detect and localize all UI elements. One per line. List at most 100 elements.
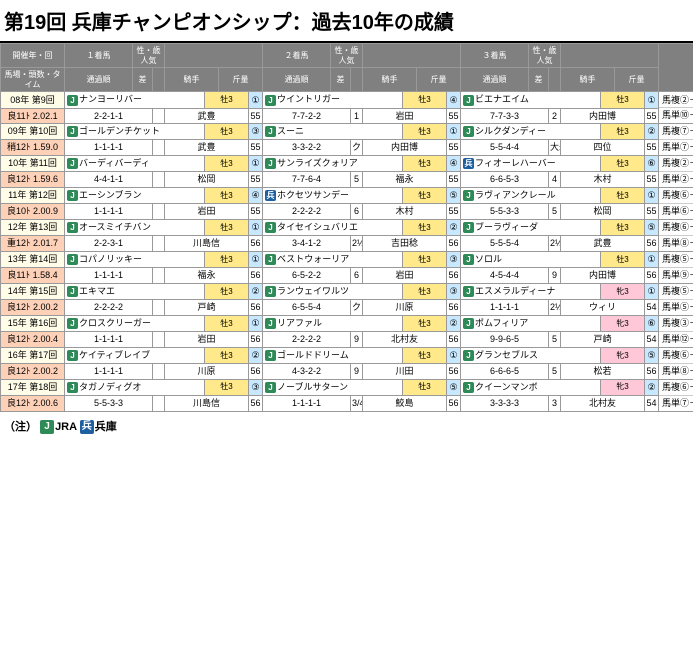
horse-name: 兵ホクセツサンデー bbox=[263, 188, 403, 204]
horse-name: Jリアファル bbox=[263, 315, 403, 331]
race-cond: 重12ﾄ 2.01.7 bbox=[1, 236, 65, 252]
assoc-badge-icon: J bbox=[67, 286, 78, 297]
popularity: ③ bbox=[447, 251, 461, 267]
payout: 馬複③－⑫180円3複①③⑫890円馬単⑫－③270円3単⑫③①1930円 bbox=[659, 315, 693, 347]
legend-note: （注） bbox=[4, 421, 37, 433]
assoc-badge-icon: J bbox=[265, 286, 276, 297]
assoc-badge-icon: J bbox=[265, 350, 276, 361]
horse-name: Jベストウォーリア bbox=[263, 251, 403, 267]
margin: 4 bbox=[549, 172, 561, 188]
horse-name: Jラヴィアンクレール bbox=[461, 188, 601, 204]
weight: 56 bbox=[447, 395, 461, 411]
sex-age: 牡3 bbox=[403, 379, 447, 395]
assoc-badge-icon: 兵 bbox=[265, 190, 276, 201]
horse-name: Jシルクダンディー bbox=[461, 124, 601, 140]
margin bbox=[153, 300, 165, 316]
horse-name: Jコパノリッキー bbox=[65, 251, 205, 267]
margin: 2½ bbox=[351, 236, 363, 252]
horse-name: Jブーラヴィーダ bbox=[461, 220, 601, 236]
popularity: ⑤ bbox=[645, 220, 659, 236]
hdr-race-2: 馬場・頭数・タイム bbox=[1, 68, 65, 92]
sex-age: 牡3 bbox=[205, 283, 249, 299]
horse-name: Jゴールデンチケット bbox=[65, 124, 205, 140]
popularity: ⑤ bbox=[447, 188, 461, 204]
table-row: 良11ﾄ 2.02.12-2-1-1武豊557-7-2-21岩田557-7-3-… bbox=[1, 108, 693, 124]
margin: 5 bbox=[549, 204, 561, 220]
passing-order: 1-1-1-1 bbox=[65, 331, 153, 347]
jockey: 北村友 bbox=[561, 395, 645, 411]
race-cond: 良12ﾄ 2.00.6 bbox=[1, 395, 65, 411]
jockey: 木村 bbox=[561, 172, 645, 188]
jockey: 松岡 bbox=[561, 204, 645, 220]
horse-name: Jクイーンマンボ bbox=[461, 379, 601, 395]
margin bbox=[153, 363, 165, 379]
weight: 56 bbox=[249, 363, 263, 379]
passing-order: 9-9-6-5 bbox=[461, 331, 549, 347]
passing-order: 7-7-2-2 bbox=[263, 108, 351, 124]
passing-order: 3-3-2-2 bbox=[263, 140, 351, 156]
passing-order: 5-5-3-3 bbox=[65, 395, 153, 411]
jra-badge-icon: J bbox=[40, 420, 54, 434]
sex-age: 牡3 bbox=[403, 347, 447, 363]
payout: 馬複⑥－⑧250円3複④⑥⑧500円馬単⑧－⑥420円3単⑧⑥④1290円 bbox=[659, 220, 693, 252]
passing-order: 6-6-5-3 bbox=[461, 172, 549, 188]
margin: 6 bbox=[351, 204, 363, 220]
horse-name: Jオースミイチバン bbox=[65, 220, 205, 236]
table-row: 17年 第18回Jタガノディグオ牡3③Jノーブルサターン牡3⑤Jクイーンマンボ牝… bbox=[1, 379, 693, 395]
sex-age: 牡3 bbox=[205, 220, 249, 236]
popularity: ④ bbox=[447, 92, 461, 108]
popularity: ① bbox=[645, 251, 659, 267]
horse-name: Jバーディバーディ bbox=[65, 156, 205, 172]
passing-order: 6-6-6-5 bbox=[461, 363, 549, 379]
results-table: 開催年・回 １着馬 性・歳 人気 ２着馬 性・歳 人気 ３着馬 性・歳 人気 配… bbox=[0, 43, 693, 412]
passing-order: 4-4-1-1 bbox=[65, 172, 153, 188]
jockey: 吉田稔 bbox=[363, 236, 447, 252]
sex-age: 牡3 bbox=[205, 347, 249, 363]
margin bbox=[153, 268, 165, 284]
table-row: 重12ﾄ 2.01.72-2-3-1川島信563-4-1-22½吉田稔565-5… bbox=[1, 236, 693, 252]
table-row: 16年 第17回Jケイティブレイブ牡3②Jゴールドドリーム牡3①Jグランセブルス… bbox=[1, 347, 693, 363]
table-row: 良12ﾄ 2.00.65-5-3-3川島信561-1-1-13/4鮫島563-3… bbox=[1, 395, 693, 411]
weight: 55 bbox=[249, 172, 263, 188]
popularity: ⑥ bbox=[645, 315, 659, 331]
jockey: 松岡 bbox=[165, 172, 249, 188]
passing-order: 2-2-1-1 bbox=[65, 108, 153, 124]
popularity: ② bbox=[249, 283, 263, 299]
assoc-badge-icon: J bbox=[67, 350, 78, 361]
weight: 54 bbox=[645, 300, 659, 316]
weight: 56 bbox=[447, 331, 461, 347]
sex-age: 牡3 bbox=[403, 220, 447, 236]
popularity: ② bbox=[447, 315, 461, 331]
sex-age: 牡3 bbox=[403, 92, 447, 108]
hdr-sai-3: 性・歳 人気 bbox=[529, 44, 561, 68]
passing-order: 7-7-3-3 bbox=[461, 108, 549, 124]
weight: 54 bbox=[645, 331, 659, 347]
passing-order: 1-1-1-1 bbox=[461, 300, 549, 316]
margin: 3/4 bbox=[351, 395, 363, 411]
assoc-badge-icon: J bbox=[67, 95, 78, 106]
race-cond: 良12ﾄ 1.59.6 bbox=[1, 172, 65, 188]
passing-order: 5-5-5-4 bbox=[461, 236, 549, 252]
passing-order: 5-5-3-3 bbox=[461, 204, 549, 220]
table-header: 開催年・回 １着馬 性・歳 人気 ２着馬 性・歳 人気 ３着馬 性・歳 人気 配… bbox=[1, 44, 693, 92]
hdr-sai-2: 性・歳 人気 bbox=[331, 44, 363, 68]
weight: 55 bbox=[249, 140, 263, 156]
payout: 馬複⑤－⑥470円3複⑤⑥⑪200円馬単⑤－⑥900円3単⑤⑥⑪1400円 bbox=[659, 283, 693, 315]
margin: クビ bbox=[351, 140, 363, 156]
assoc-badge-icon: J bbox=[463, 190, 474, 201]
payout: 馬複②－⑩970円3複②⑨⑩550円馬単⑩－②1290円3単⑩②⑨2900円 bbox=[659, 92, 693, 124]
hdr-pay: 配 当 金 bbox=[659, 44, 693, 92]
passing-order: 4-3-2-2 bbox=[263, 363, 351, 379]
margin: 5 bbox=[549, 331, 561, 347]
margin: 9 bbox=[351, 363, 363, 379]
popularity: ⑤ bbox=[645, 347, 659, 363]
weight: 56 bbox=[249, 331, 263, 347]
popularity: ① bbox=[249, 251, 263, 267]
weight: 56 bbox=[645, 236, 659, 252]
legend-hyogo: 兵庫 bbox=[95, 421, 117, 433]
table-row: 良12ﾄ 1.59.64-4-1-1松岡557-7-6-45福永556-6-5-… bbox=[1, 172, 693, 188]
popularity: ② bbox=[645, 124, 659, 140]
assoc-badge-icon: J bbox=[463, 286, 474, 297]
jockey: 岩田 bbox=[165, 331, 249, 347]
popularity: ① bbox=[447, 347, 461, 363]
